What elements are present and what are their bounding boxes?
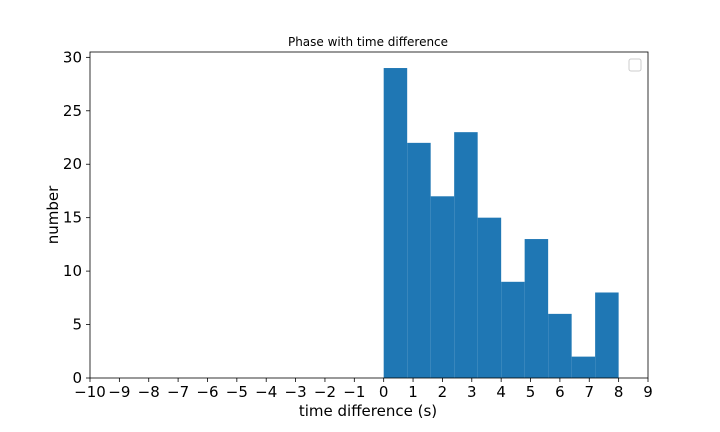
x-tick-label: −6 — [196, 383, 218, 401]
histogram-bar — [524, 239, 549, 378]
histogram-bar — [477, 217, 502, 378]
y-tick-label: 0 — [72, 369, 82, 387]
x-tick-label: 2 — [438, 383, 448, 401]
histogram-bar — [383, 68, 408, 379]
y-tick-label: 15 — [63, 209, 82, 227]
x-tick-label: 9 — [643, 383, 653, 401]
chart-title: Phase with time difference — [288, 35, 448, 49]
x-tick-label: −9 — [108, 383, 130, 401]
histogram-bar — [548, 313, 572, 378]
x-tick-label: −3 — [285, 383, 307, 401]
histogram-bar — [571, 356, 596, 378]
x-tick-label: −5 — [226, 383, 248, 401]
plot-frame — [89, 51, 649, 379]
x-tick-label: 1 — [408, 383, 418, 401]
y-axis-ticks: 0 5 10 15 20 25 30 — [63, 48, 90, 387]
x-tick-label: −1 — [343, 383, 365, 401]
legend-swatch-empty — [628, 58, 642, 72]
y-tick-label: 5 — [72, 316, 82, 334]
y-axis-label: number — [44, 185, 62, 244]
x-tick-label: −8 — [138, 383, 160, 401]
x-axis-label: time difference (s) — [299, 402, 437, 420]
x-axis-ticks: −10 −9 −8 −7 −6 −5 −4 −3 −2 −1 0 1 2 3 4 5 6 7 8 9 — [74, 378, 653, 401]
x-tick-label: −4 — [255, 383, 277, 401]
bars-group — [383, 68, 619, 379]
x-tick-label: 0 — [379, 383, 389, 401]
x-tick-label: 3 — [467, 383, 477, 401]
x-tick-label: −10 — [74, 383, 106, 401]
x-tick-label: 4 — [496, 383, 506, 401]
histogram-bar — [454, 132, 478, 378]
x-tick-label: 8 — [614, 383, 624, 401]
y-tick-label: 10 — [63, 262, 82, 280]
x-tick-label: 7 — [584, 383, 594, 401]
histogram-bar — [407, 142, 431, 378]
histogram-bar — [501, 281, 525, 378]
y-tick-label: 25 — [63, 102, 82, 120]
x-tick-label: −2 — [314, 383, 336, 401]
histogram-bar — [595, 292, 619, 378]
x-tick-label: 5 — [526, 383, 536, 401]
x-tick-label: 6 — [555, 383, 565, 401]
x-tick-label: −7 — [167, 383, 189, 401]
histogram-bar — [430, 196, 455, 378]
y-tick-label: 20 — [63, 155, 82, 173]
y-tick-label: 30 — [63, 48, 82, 66]
legend-box — [628, 58, 642, 72]
